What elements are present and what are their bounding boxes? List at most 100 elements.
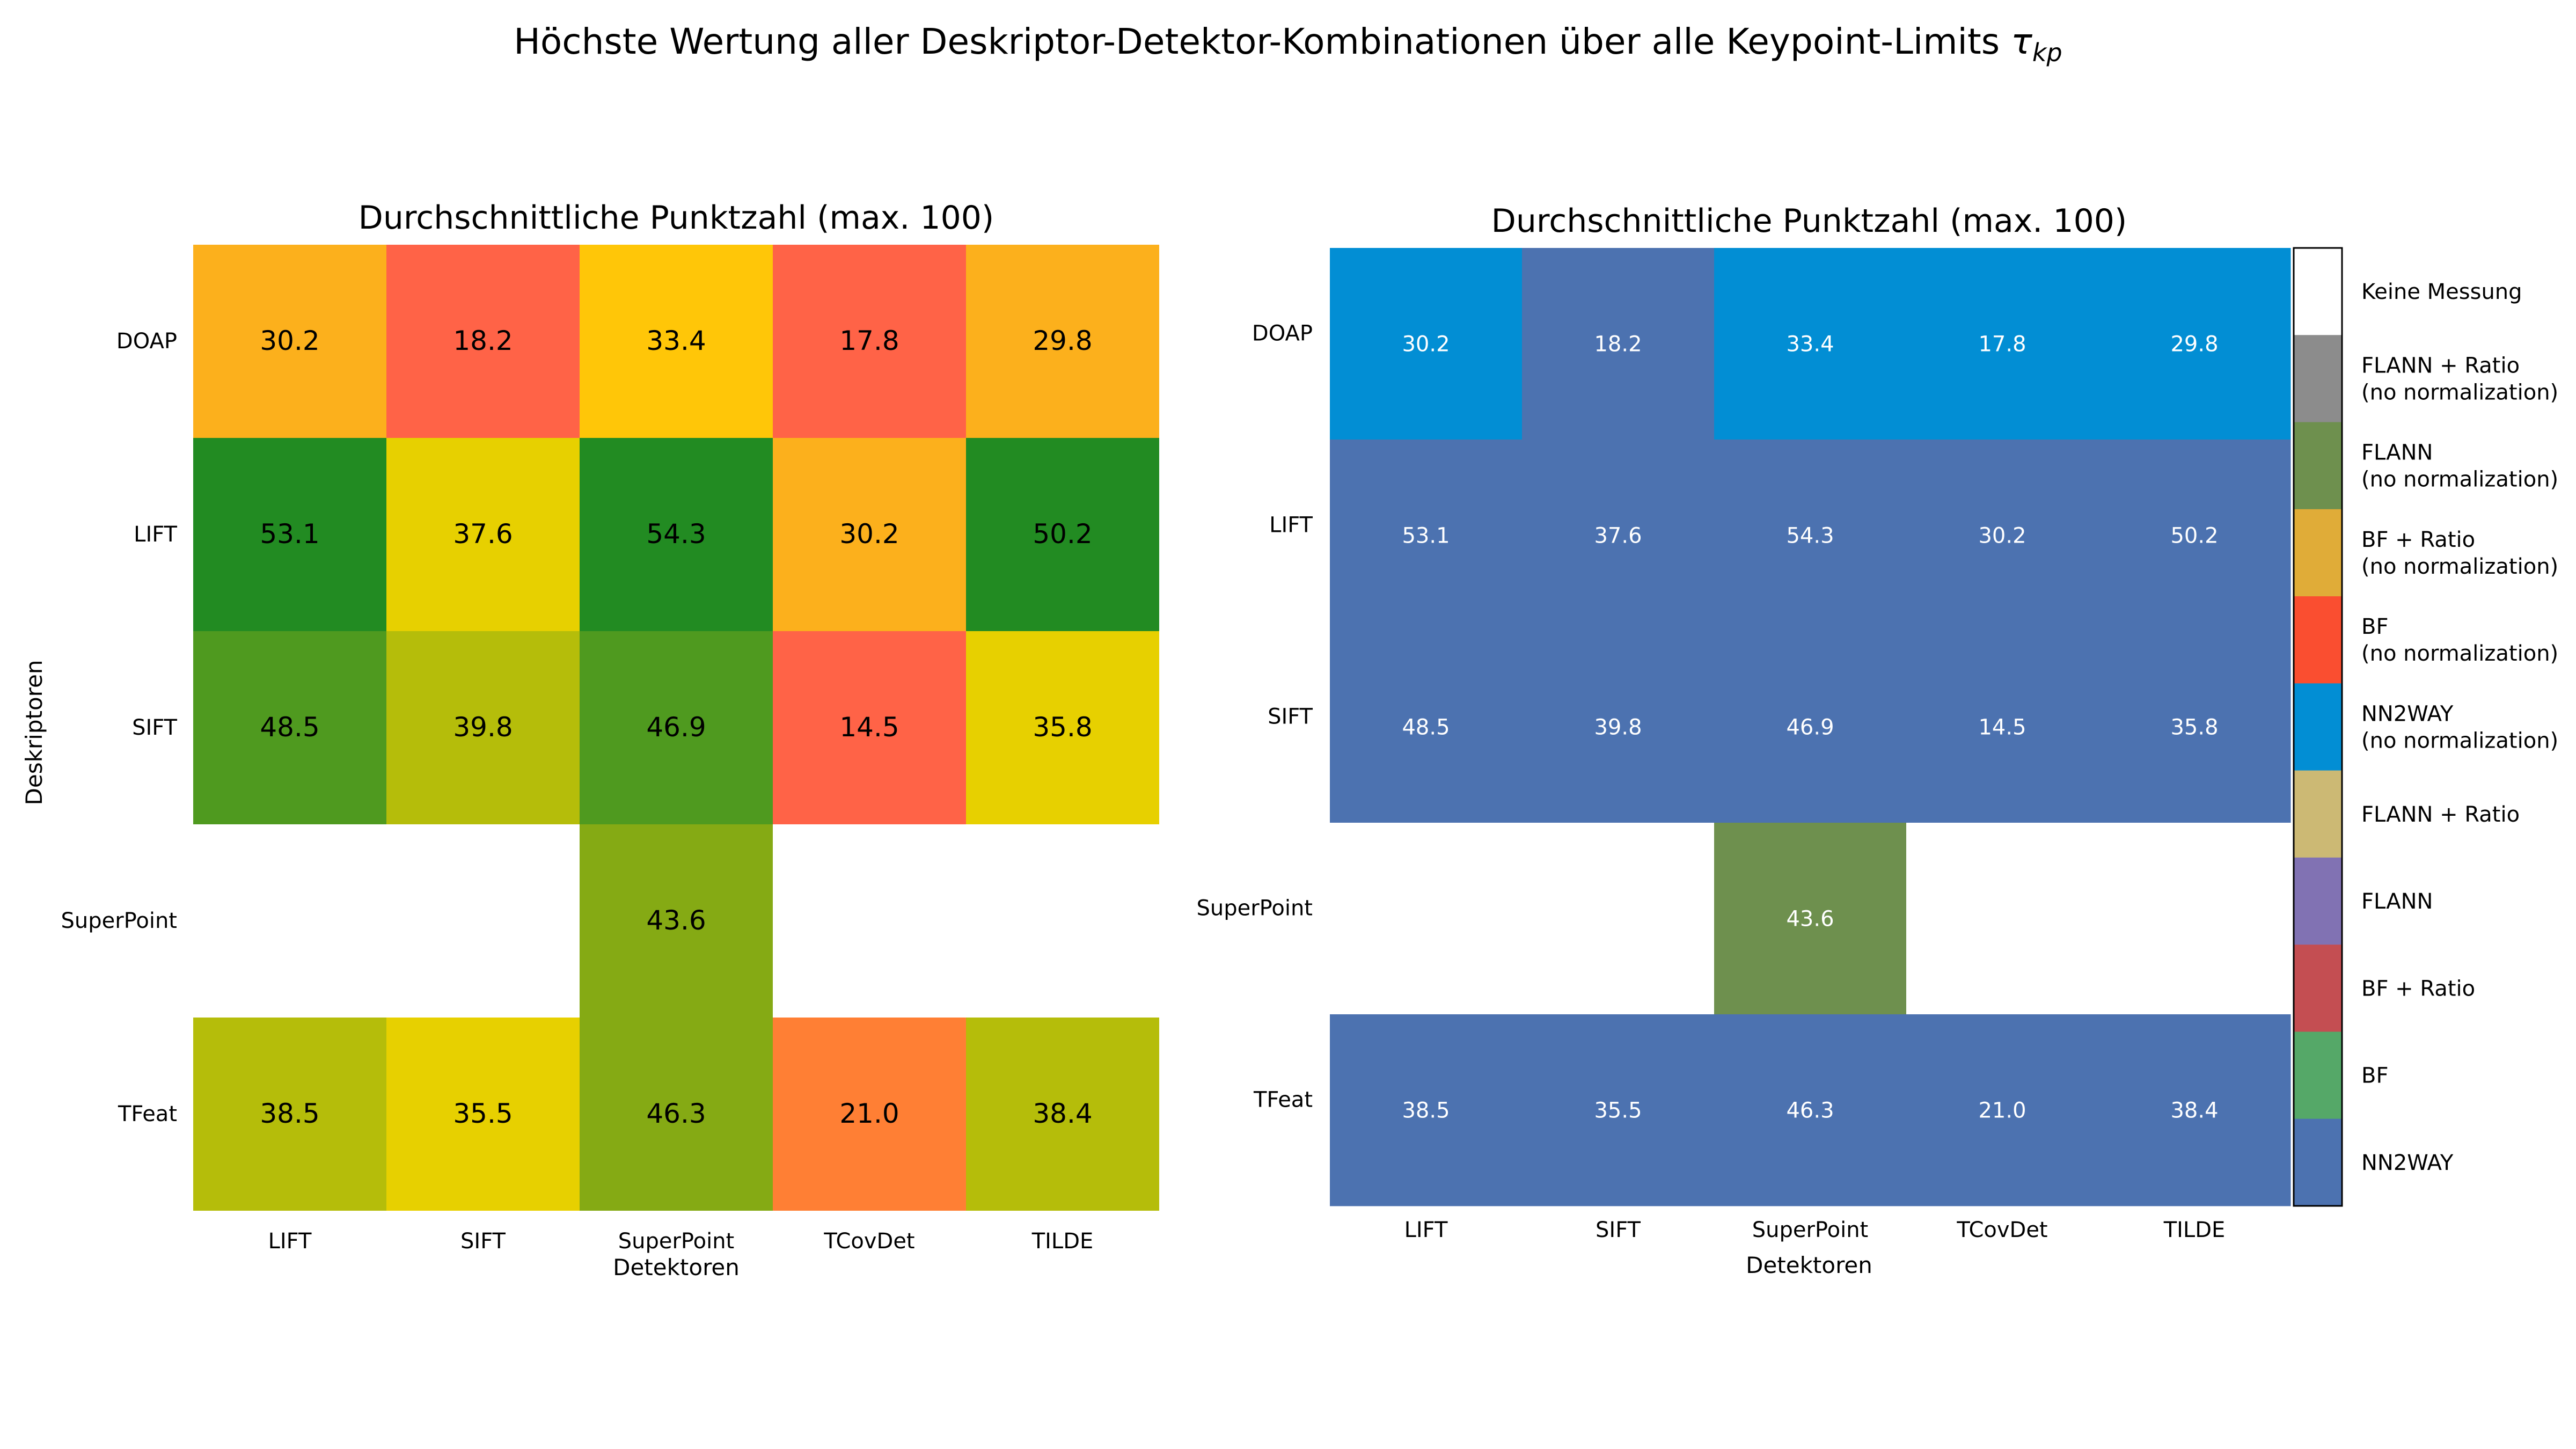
left-x-tick-sift: SIFT (460, 1229, 506, 1254)
legend-label-bf: BF (2361, 1064, 2388, 1088)
right-cell-tfeat-sift (1522, 1014, 1715, 1206)
left-cell-lift-superpoint (580, 438, 773, 631)
right-y-tick-sift: SIFT (1268, 705, 1313, 729)
left-value-label: 18.2 (453, 325, 513, 356)
right-cell-doap-sift (1522, 248, 1715, 440)
left-value-label: 46.9 (646, 712, 706, 743)
left-cell-sift-tcovdet (773, 631, 966, 824)
right-cell-tfeat-lift (1330, 1014, 1523, 1206)
left-panel-title: Durchschnittliche Punktzahl (max. 100) (358, 199, 994, 237)
right-value-label: 46.3 (1786, 1099, 1834, 1123)
right-cell-lift-tilde (2098, 440, 2291, 632)
left-cell-lift-tcovdet (773, 438, 966, 631)
legend-label-bf-ratio-no-normalization: BF + Ratio (no normalization) (2361, 528, 2558, 579)
left-value-label: 21.0 (839, 1098, 899, 1129)
right-cell-tfeat-tilde (2098, 1014, 2291, 1206)
right-y-tick-labels: DOAP LIFT SIFT SuperPoint TFeat (1196, 321, 1313, 1113)
right-cell-superpoint-superpoint (1714, 823, 1907, 1015)
right-value-label: 38.4 (2170, 1099, 2218, 1123)
right-x-tick-lift: LIFT (1404, 1218, 1448, 1242)
left-value-label: 30.2 (839, 518, 899, 550)
left-value-label: 46.3 (646, 1098, 706, 1129)
right-panel-title: Durchschnittliche Punktzahl (max. 100) (1491, 202, 2127, 240)
left-x-tick-tcovdet: TCovDet (823, 1229, 914, 1254)
left-x-tick-superpoint: SuperPoint (618, 1229, 735, 1254)
left-cell-doap-sift (386, 245, 580, 438)
left-value-label: 35.5 (453, 1098, 513, 1129)
legend-label-bf-no-normalization: BF (no normalization) (2361, 614, 2558, 666)
legend-swatch-nn2way (2294, 1118, 2342, 1206)
right-cell-doap-lift (1330, 248, 1523, 440)
right-value-label: 43.6 (1786, 907, 1834, 932)
right-cell-lift-superpoint (1714, 440, 1907, 632)
figure-title-main: Höchste Wertung aller Deskriptor-Detekto… (514, 21, 2011, 62)
right-cell-doap-superpoint (1714, 248, 1907, 440)
left-cell-tfeat-tilde (966, 1018, 1159, 1211)
right-cell-lift-lift (1330, 440, 1523, 632)
right-y-tick-doap: DOAP (1252, 321, 1313, 346)
left-x-tick-lift: LIFT (268, 1229, 312, 1254)
right-value-label: 18.2 (1594, 332, 1642, 357)
left-cell-lift-tilde (966, 438, 1159, 631)
right-cell-superpoint-lift (1330, 823, 1523, 1015)
left-value-label: 14.5 (839, 712, 899, 743)
right-value-label: 30.2 (1402, 332, 1450, 357)
left-cell-sift-superpoint (580, 631, 773, 824)
left-heatmap-cells: 30.2 18.2 33.4 17.8 29.8 53.1 37.6 54.3 30.2 50.2… (193, 245, 1159, 1211)
right-x-tick-tilde: TILDE (2163, 1218, 2226, 1242)
right-value-label: 53.1 (1402, 524, 1450, 548)
left-cell-tfeat-tcovdet (773, 1018, 966, 1211)
right-value-label: 46.9 (1786, 715, 1834, 740)
legend-label-flann-ratio-no-normalization: FLANN + Ratio (no normalization) (2361, 353, 2558, 405)
right-cell-superpoint-sift (1522, 823, 1715, 1015)
right-value-label: 29.8 (2170, 332, 2218, 357)
right-value-label: 37.6 (1594, 524, 1642, 548)
left-value-label: 33.4 (646, 325, 706, 356)
legend-label-flann-ratio: FLANN + Ratio (2361, 802, 2520, 827)
right-value-label: 35.8 (2170, 715, 2218, 740)
heatmap-panel-colormap: Durchschnittliche Punktzahl (max. 100) 3… (21, 199, 1159, 1280)
right-x-tick-labels: LIFT SIFT SuperPoint TCovDet TILDE (1404, 1218, 2226, 1242)
right-cell-doap-tcovdet (1906, 248, 2099, 440)
matcher-legend: Keine Messung FLANN + Ratio (no normalizat… (2293, 247, 2558, 1207)
left-value-label: 30.2 (260, 325, 319, 356)
right-value-label: 30.2 (1978, 524, 2026, 548)
left-value-label: 35.8 (1033, 712, 1092, 743)
right-cell-sift-superpoint (1714, 631, 1907, 823)
legend-swatch-flann (2294, 857, 2342, 945)
left-cell-doap-tcovdet (773, 245, 966, 438)
left-cell-sift-sift (386, 631, 580, 824)
right-value-label: 35.5 (1594, 1099, 1642, 1123)
legend-swatch-nn2way-no-normalization (2294, 683, 2342, 771)
left-cell-sift-lift (193, 631, 386, 824)
legend-label-flann-no-normalization: FLANN (no normalization) (2361, 441, 2558, 492)
heatmap-panel-categorical: Durchschnittliche Punktzahl (max. 100) 3… (1196, 202, 2291, 1278)
left-value-label: 38.4 (1033, 1098, 1092, 1129)
left-value-label: 38.5 (260, 1098, 319, 1129)
left-y-axis-label: Deskriptoren (21, 660, 47, 806)
figure-title-tau: τ (2011, 21, 2033, 62)
right-cell-tfeat-tcovdet (1906, 1014, 2099, 1206)
left-value-label: 39.8 (453, 712, 513, 743)
legend-swatch-flann-ratio-no-normalization (2294, 335, 2342, 423)
right-y-tick-lift: LIFT (1269, 513, 1313, 538)
right-x-tick-superpoint: SuperPoint (1752, 1218, 1869, 1242)
left-cell-doap-superpoint (580, 245, 773, 438)
right-cell-superpoint-tcovdet (1906, 823, 2099, 1015)
right-cell-lift-tcovdet (1906, 440, 2099, 632)
legend-label-keine-messung: Keine Messung (2361, 280, 2522, 304)
right-cell-sift-sift (1522, 631, 1715, 823)
left-x-tick-labels: LIFT SIFT SuperPoint TCovDet TILDE (268, 1229, 1094, 1254)
left-cell-lift-sift (386, 438, 580, 631)
right-heatmap-cells: 30.2 18.2 33.4 17.8 29.8 53.1 37.6 54.3 30.2 50.2… (1330, 248, 2291, 1206)
left-y-tick-lift: LIFT (134, 522, 177, 547)
right-value-label: 48.5 (1402, 715, 1450, 740)
left-value-label: 48.5 (260, 712, 319, 743)
left-cell-doap-lift (193, 245, 386, 438)
right-cell-sift-lift (1330, 631, 1523, 823)
right-value-label: 33.4 (1786, 332, 1834, 357)
left-value-label: 17.8 (839, 325, 899, 356)
legend-swatch-bf-no-normalization (2294, 596, 2342, 684)
legend-swatch-keine-messung (2294, 248, 2342, 335)
